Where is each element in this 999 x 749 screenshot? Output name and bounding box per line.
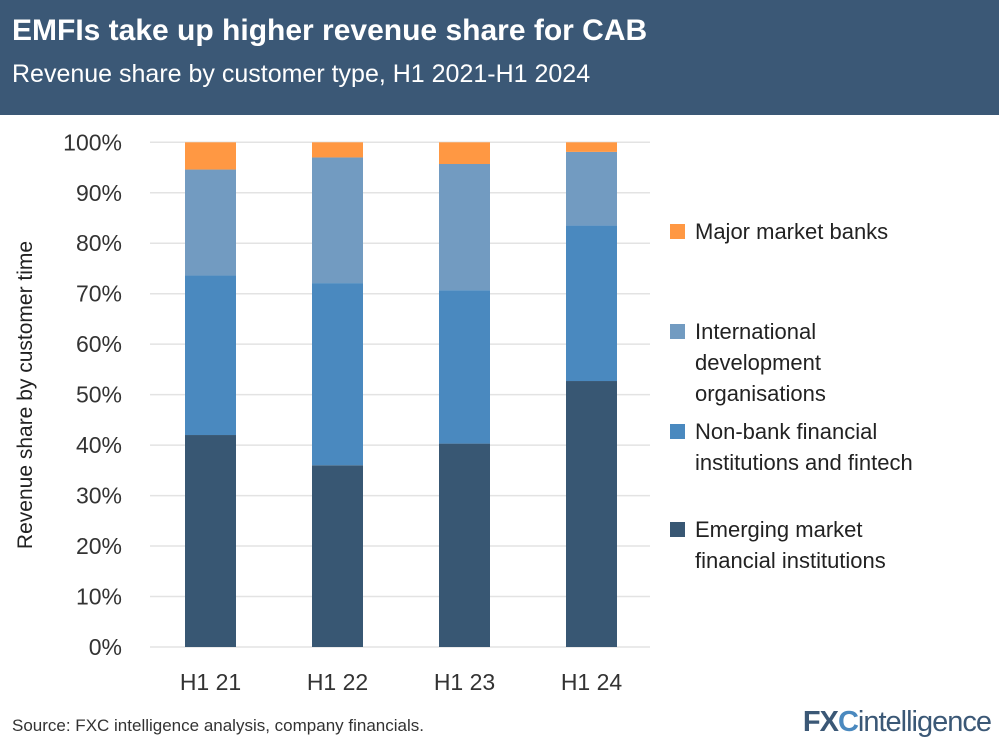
legend-swatch xyxy=(670,224,685,239)
bar-segment xyxy=(439,142,490,165)
y-tick-label: 100% xyxy=(63,129,122,155)
y-tick-label: 60% xyxy=(76,331,122,357)
legend-item: International development organisations xyxy=(670,316,865,409)
x-tick-label: H1 24 xyxy=(561,669,623,695)
header: EMFIs take up higher revenue share for C… xyxy=(0,0,999,115)
y-axis-label: Revenue share by customer time xyxy=(14,241,37,549)
bar-segment xyxy=(566,142,617,152)
y-tick-label: 20% xyxy=(76,533,122,559)
bar-segment xyxy=(185,142,236,170)
x-tick-label: H1 23 xyxy=(434,669,495,695)
y-tick-label: 30% xyxy=(76,483,122,509)
y-tick-label: 70% xyxy=(76,281,122,307)
legend-item: Major market banks xyxy=(670,216,995,247)
bar-segment xyxy=(312,142,363,158)
bar-segment xyxy=(312,157,363,284)
bar-segment xyxy=(439,443,490,647)
chart-title: EMFIs take up higher revenue share for C… xyxy=(12,14,648,47)
bar-segment xyxy=(312,465,363,647)
legend-swatch xyxy=(670,522,685,537)
x-tick-label: H1 22 xyxy=(307,669,368,695)
legend-item: Non-bank financial institutions and fint… xyxy=(670,416,965,478)
bar-segment xyxy=(439,290,490,444)
y-tick-label: 90% xyxy=(76,180,122,206)
bar-segment xyxy=(312,283,363,466)
y-tick-label: 10% xyxy=(76,584,122,610)
y-tick-label: 80% xyxy=(76,230,122,256)
bar-segment xyxy=(185,169,236,276)
bar-segment xyxy=(566,225,617,382)
bar-segment xyxy=(566,381,617,647)
legend-label: Emerging market financial institutions xyxy=(695,517,886,573)
legend-label: International development organisations xyxy=(695,319,826,406)
bar-segment xyxy=(185,275,236,436)
y-tick-label: 0% xyxy=(89,634,122,660)
legend-label: Major market banks xyxy=(695,219,889,244)
y-tick-label: 50% xyxy=(76,382,122,408)
bar-segment xyxy=(439,164,490,291)
y-tick-label: 40% xyxy=(76,432,122,458)
source-note: Source: FXC intelligence analysis, compa… xyxy=(12,716,424,735)
chart-subtitle: Revenue share by customer type, H1 2021-… xyxy=(12,60,591,88)
legend-swatch xyxy=(670,324,685,339)
legend-item: Emerging market financial institutions xyxy=(670,514,925,576)
legend-label: Non-bank financial institutions and fint… xyxy=(695,419,913,475)
x-tick-label: H1 21 xyxy=(180,669,241,695)
bar-segment xyxy=(566,151,617,226)
legend-swatch xyxy=(670,424,685,439)
fxc-logo: FXCintelligence xyxy=(802,706,992,738)
bar-segment xyxy=(185,435,236,647)
